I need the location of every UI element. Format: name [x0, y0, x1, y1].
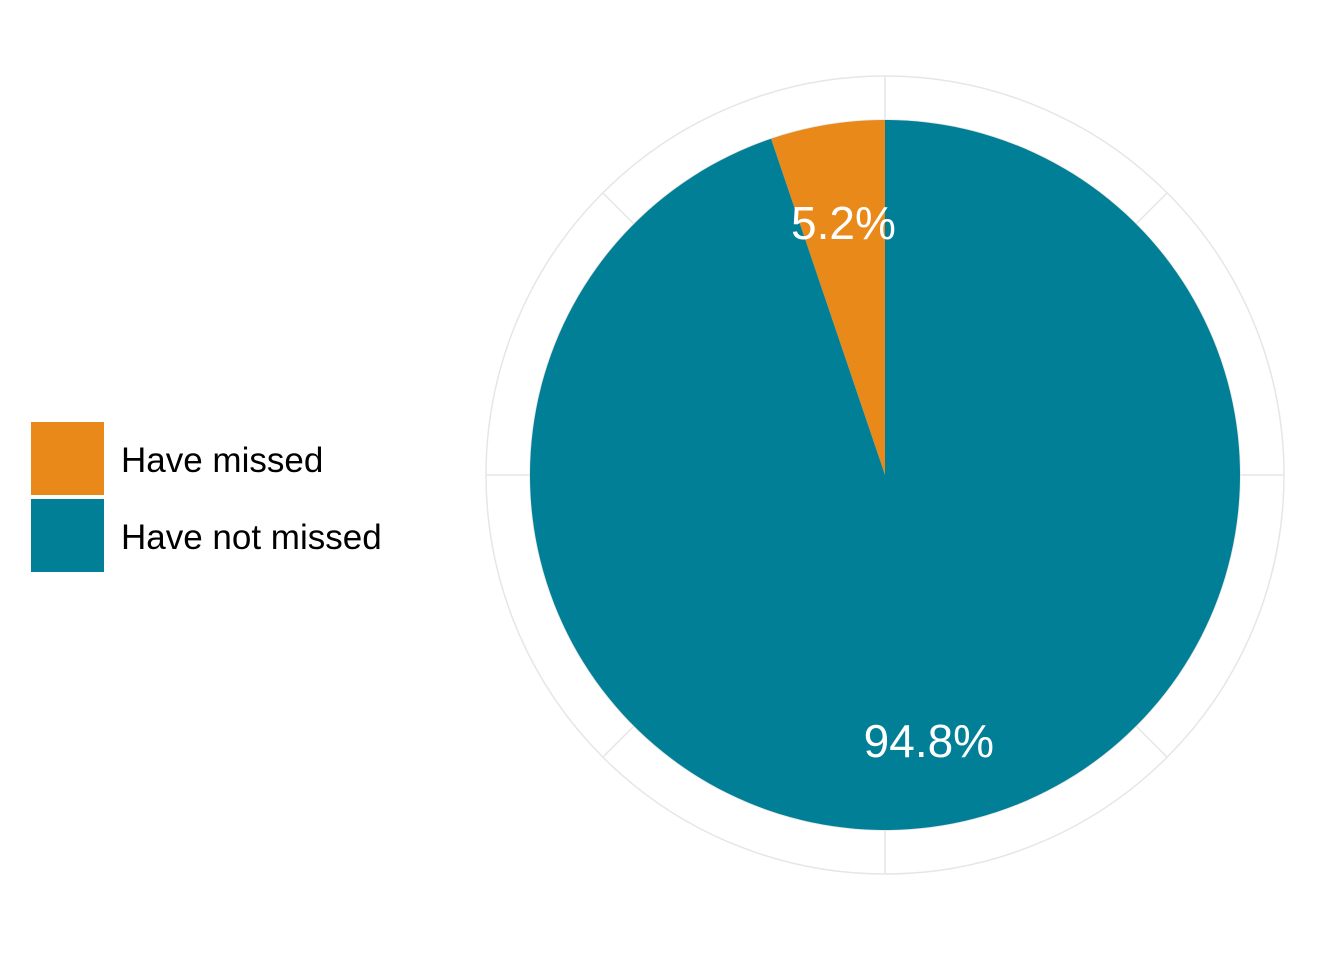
slice-labels: 5.2% 94.8% [791, 197, 994, 767]
grid-spoke [1135, 192, 1168, 225]
grid-spoke [602, 192, 635, 225]
pie-slice-have-not-missed [529, 120, 1240, 830]
pie-slices [529, 120, 1240, 830]
legend: Have missed Have not missed [31, 422, 431, 576]
slice-label-have-not-missed: 94.8% [864, 715, 994, 767]
legend-item-have-not-missed: Have not missed [31, 499, 431, 576]
grid-spoke [1135, 725, 1168, 758]
grid-spoke [602, 725, 635, 758]
pie-slice-have-missed [771, 120, 885, 475]
legend-label-have-not-missed: Have not missed [121, 518, 382, 557]
legend-swatch-have-missed [31, 422, 104, 495]
legend-item-have-missed: Have missed [31, 422, 431, 499]
slice-label-have-missed: 5.2% [791, 197, 896, 249]
legend-label-have-missed: Have missed [121, 441, 324, 480]
legend-swatch-have-not-missed [31, 499, 104, 572]
